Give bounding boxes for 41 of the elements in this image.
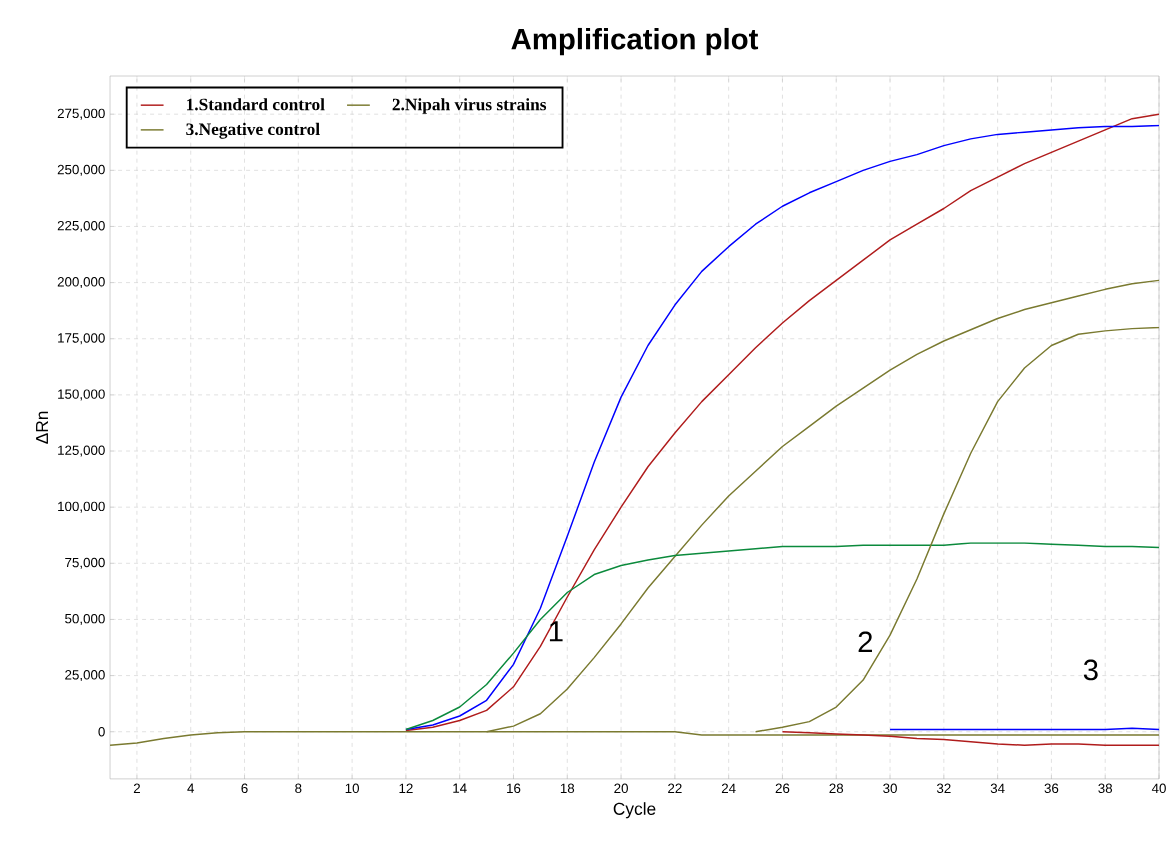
legend-label: 1.Standard control [187, 98, 325, 111]
x-tick-label: 8 [295, 783, 302, 794]
x-tick-label: 16 [507, 783, 521, 794]
y-tick-label: 225,000 [57, 221, 105, 233]
y-tick-label: 25,000 [65, 670, 105, 682]
annotation: 1 [549, 621, 563, 642]
x-tick-label: 20 [614, 783, 628, 794]
y-tick-label: 125,000 [58, 445, 105, 457]
y-tick-label: 0 [98, 727, 105, 737]
x-tick-label: 40 [1151, 783, 1166, 794]
legend-label: 3.Negative control [186, 123, 320, 139]
y-tick-label: 250,000 [57, 165, 105, 177]
y-tick-label: 150,000 [58, 389, 105, 401]
y-tick-label: 200,000 [57, 277, 105, 289]
x-tick-label: 22 [668, 783, 682, 794]
annotation: 3 [1083, 659, 1098, 681]
legend-label: 2.Nipah virus strains [392, 98, 547, 115]
x-tick-label: 6 [241, 783, 248, 794]
x-tick-label: 4 [187, 783, 195, 793]
x-tick-label: 18 [560, 783, 575, 794]
x-tick-label: 38 [1098, 783, 1113, 794]
annotation: 2 [858, 631, 872, 653]
x-tick-label: 12 [399, 783, 413, 794]
y-tick-label: 75,000 [65, 558, 105, 570]
x-tick-label: 26 [775, 783, 790, 794]
y-tick-label: 50,000 [65, 614, 105, 626]
y-tick-label: 100,000 [58, 501, 105, 513]
x-axis-title: Cycle [613, 802, 656, 819]
x-tick-label: 2 [133, 783, 140, 794]
y-tick-label: 275,000 [57, 108, 105, 120]
x-tick-label: 14 [453, 783, 467, 793]
chart-title: Amplification plot [511, 28, 759, 56]
y-tick-label: 175,000 [58, 333, 105, 345]
x-tick-label: 24 [721, 783, 736, 794]
x-tick-label: 32 [936, 783, 951, 794]
x-tick-label: 28 [829, 783, 844, 794]
x-tick-label: 36 [1044, 783, 1059, 794]
x-tick-label: 34 [990, 783, 1005, 794]
x-tick-label: 10 [345, 783, 360, 794]
y-axis-title: ΔRn [36, 411, 48, 445]
x-tick-label: 30 [883, 783, 897, 794]
